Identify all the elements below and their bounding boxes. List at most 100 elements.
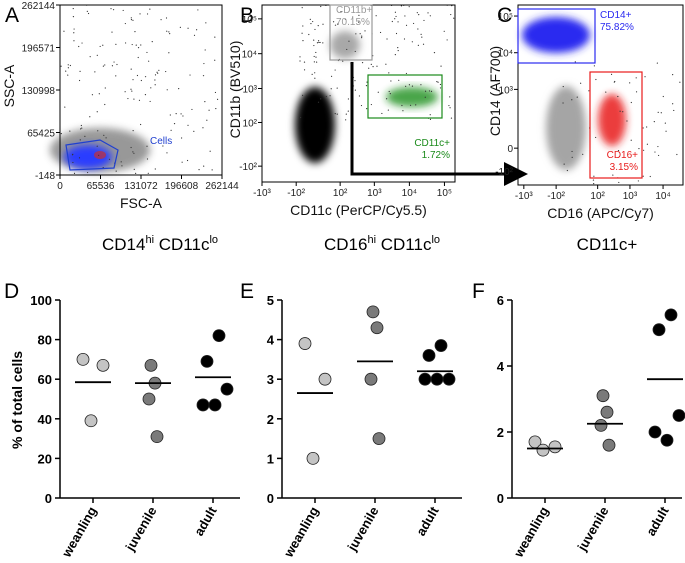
background-event xyxy=(449,96,451,98)
background-event xyxy=(133,98,135,100)
background-event xyxy=(317,101,320,103)
background-event xyxy=(397,49,399,52)
y-tick-label: 10⁵ xyxy=(242,15,257,26)
data-point xyxy=(200,354,214,368)
background-event xyxy=(386,38,388,40)
x-tick-label: 131072 xyxy=(124,181,158,192)
data-point xyxy=(596,389,610,403)
background-event xyxy=(427,12,429,14)
background-event xyxy=(574,61,576,63)
background-event xyxy=(429,15,431,17)
background-event xyxy=(204,49,206,51)
background-event xyxy=(78,45,80,48)
background-event xyxy=(69,64,71,67)
y-tick-label: 4 xyxy=(497,359,505,374)
background-event xyxy=(179,26,181,29)
background-event xyxy=(132,79,134,81)
background-event xyxy=(193,34,196,36)
background-event xyxy=(408,84,411,86)
x-tick-label: 10⁴ xyxy=(402,188,417,199)
background-event xyxy=(354,80,356,82)
y-tick-label: 130998 xyxy=(22,86,56,97)
background-event xyxy=(644,76,646,78)
background-event xyxy=(111,65,114,67)
background-event xyxy=(656,62,658,64)
x-tick-label: 10⁴ xyxy=(655,191,670,202)
background-event xyxy=(303,69,306,71)
background-event xyxy=(63,30,65,32)
x-tick-label: weanling xyxy=(58,504,99,561)
background-event xyxy=(638,147,640,150)
y-tick-label: -10² xyxy=(495,167,513,178)
background-event xyxy=(605,91,607,93)
background-event xyxy=(595,136,597,139)
title-part: CD11c xyxy=(376,235,432,254)
x-tick-label: 10³ xyxy=(623,191,638,202)
background-event xyxy=(411,41,413,43)
background-event xyxy=(619,110,621,112)
background-event xyxy=(204,101,206,103)
background-event xyxy=(214,59,216,61)
background-event xyxy=(420,33,422,35)
background-event xyxy=(131,90,133,92)
background-event xyxy=(197,9,199,11)
background-event xyxy=(96,54,98,56)
background-event xyxy=(111,31,113,33)
background-event xyxy=(665,130,667,132)
background-event xyxy=(330,88,332,90)
background-event xyxy=(642,175,644,177)
background-event xyxy=(576,96,578,98)
background-event xyxy=(377,91,379,93)
background-event xyxy=(208,109,210,111)
background-event xyxy=(336,87,338,89)
y-tick-label: 60 xyxy=(38,372,52,387)
chart-title: CD16hi CD11clo xyxy=(324,234,440,254)
background-event xyxy=(613,81,615,83)
background-event xyxy=(154,84,156,86)
background-event xyxy=(191,108,193,111)
background-event xyxy=(346,48,348,51)
background-event xyxy=(60,65,62,67)
x-tick-label: 10² xyxy=(333,188,348,199)
data-point xyxy=(442,372,456,386)
y-tick-label: 5 xyxy=(267,293,274,308)
x-tick-label: 196608 xyxy=(165,181,199,192)
background-event xyxy=(450,117,453,119)
background-event xyxy=(89,116,91,118)
background-event xyxy=(437,81,439,83)
data-point xyxy=(430,372,444,386)
background-event xyxy=(170,129,172,131)
data-point xyxy=(664,308,678,322)
background-event xyxy=(144,76,147,78)
background-event xyxy=(302,25,304,27)
background-event xyxy=(158,69,160,71)
background-event xyxy=(169,33,171,35)
background-event xyxy=(149,100,151,103)
background-event xyxy=(350,63,352,65)
background-event xyxy=(87,12,90,15)
background-event xyxy=(448,104,450,107)
y-tick-label: 2 xyxy=(267,412,274,427)
background-event xyxy=(104,64,106,66)
y-tick-label: 4 xyxy=(267,333,275,348)
background-event xyxy=(405,24,408,26)
background-event xyxy=(317,40,320,42)
data-point xyxy=(660,433,674,447)
background-event xyxy=(352,16,354,18)
background-event xyxy=(313,44,315,47)
background-event xyxy=(314,28,316,31)
background-event xyxy=(439,83,442,86)
y-tick-label: 2 xyxy=(497,425,504,440)
gating-arrow xyxy=(350,62,528,186)
background-event xyxy=(593,65,595,67)
background-event xyxy=(372,65,374,68)
x-axis-label: CD11c (PerCP/Cy5.5) xyxy=(290,202,427,218)
background-event xyxy=(211,169,213,171)
chart-title: CD11c+ xyxy=(577,235,638,254)
background-event xyxy=(394,11,397,13)
background-event xyxy=(420,84,422,86)
background-event xyxy=(320,98,322,100)
background-event xyxy=(325,95,327,98)
gate-name: CD16+ xyxy=(607,150,639,161)
background-event xyxy=(104,103,106,106)
